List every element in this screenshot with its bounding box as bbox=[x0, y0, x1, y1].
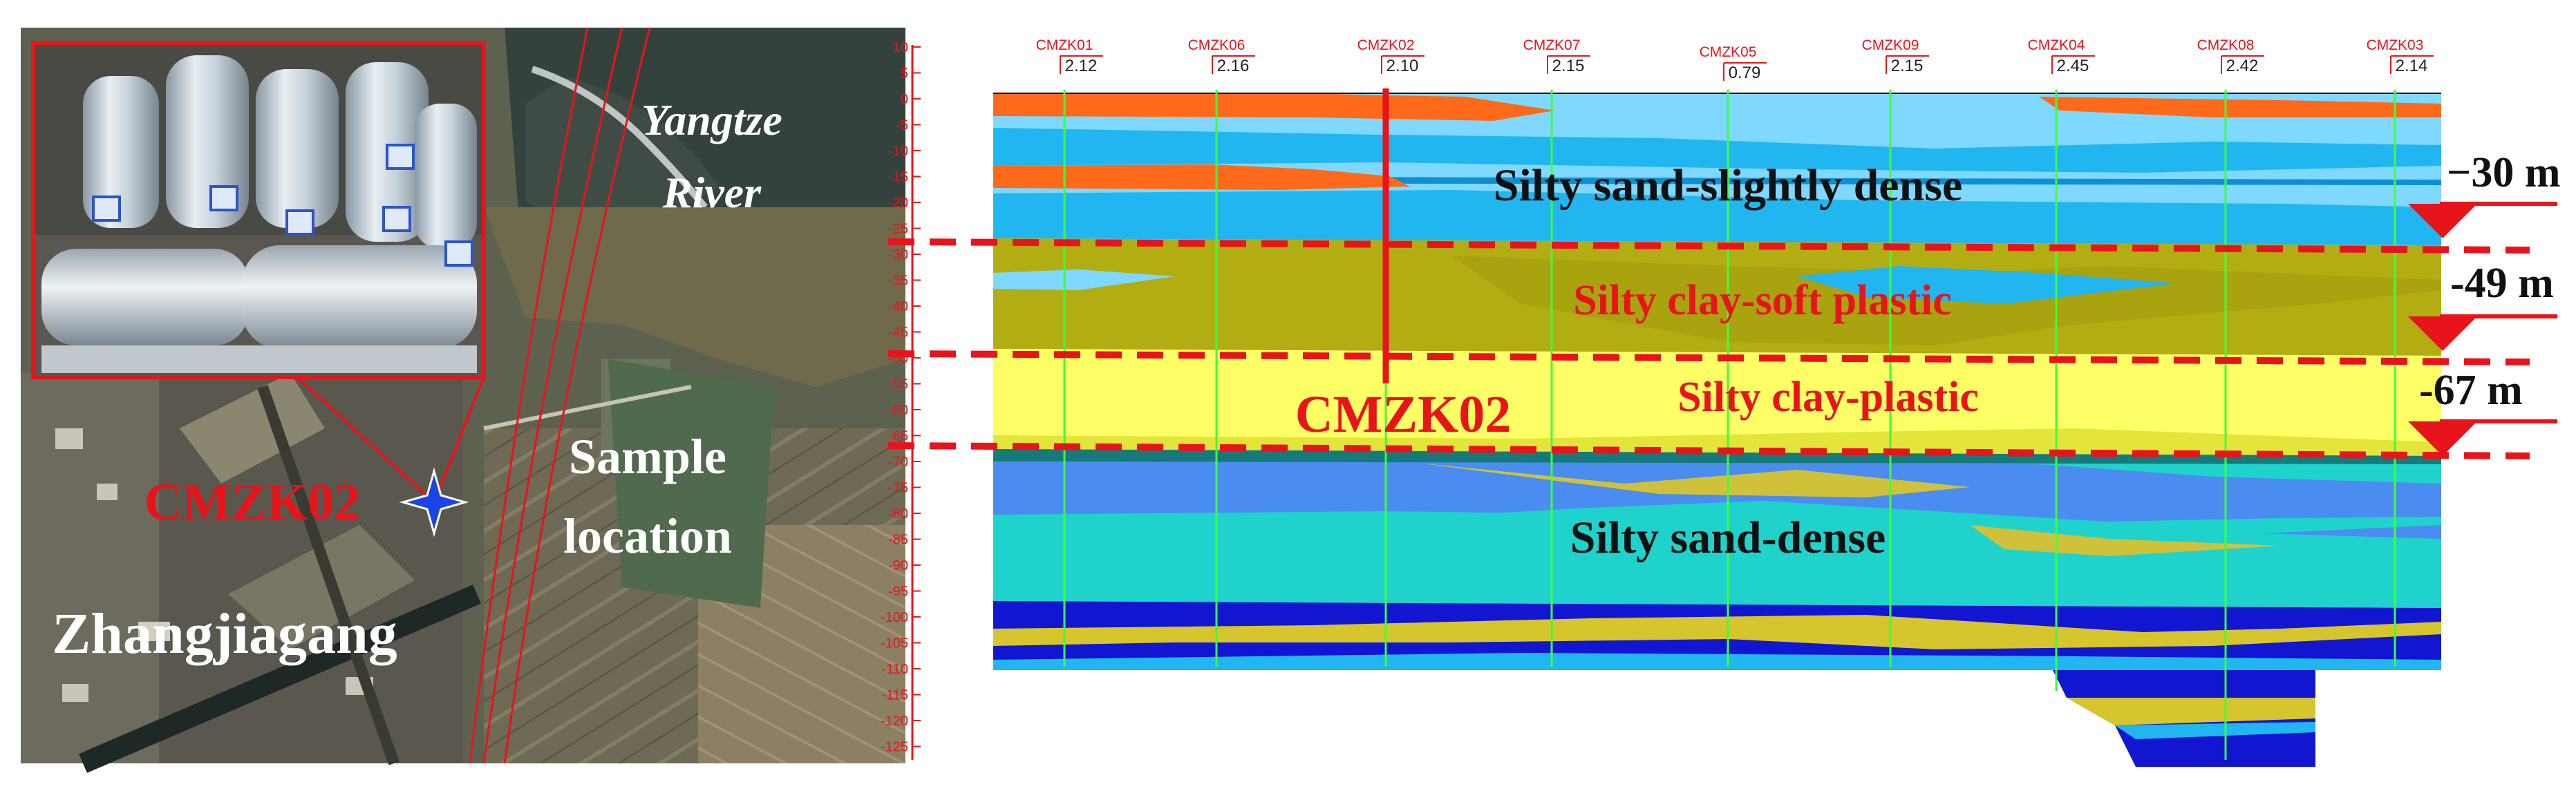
borehole-name-cmzk06: CMZK06 bbox=[1188, 37, 1245, 53]
borehole-elevation-cmzk09: 2.15 bbox=[1891, 57, 1924, 75]
borehole-elevation-cmzk02: 2.10 bbox=[1386, 57, 1419, 75]
inset-callout-lines bbox=[296, 376, 485, 504]
axis-tick-label: 10 bbox=[893, 40, 908, 55]
borehole-header-bracket bbox=[1060, 55, 1103, 74]
borehole-name-cmzk04: CMZK04 bbox=[2028, 37, 2085, 53]
axis-tick-label: -125 bbox=[881, 740, 908, 755]
axis-tick-label: -65 bbox=[888, 429, 908, 444]
axis-tick-label: -40 bbox=[888, 299, 908, 314]
borehole-name-cmzk08: CMZK08 bbox=[2197, 37, 2255, 53]
axis-tick-label: -110 bbox=[881, 662, 908, 677]
river-label-line2: River bbox=[662, 168, 762, 217]
borehole-name-cmzk05: CMZK05 bbox=[1700, 44, 1757, 60]
axis-tick-label: -70 bbox=[888, 455, 908, 470]
river-label-line1: Yangtze bbox=[641, 95, 782, 144]
borehole-header-bracket bbox=[2221, 55, 2264, 74]
axis-tick-label: -85 bbox=[888, 533, 908, 548]
axis-tick-label: -5 bbox=[896, 118, 908, 133]
borehole-elevation-cmzk03: 2.14 bbox=[2396, 57, 2428, 75]
axis-tick-label: -35 bbox=[888, 274, 908, 289]
borehole-headers: CMZK01 2.12 CMZK06 2.16 CMZK02 2.10 CMZK07 2.15… bbox=[1036, 37, 2434, 82]
axis-tick-label: -20 bbox=[888, 196, 908, 211]
axis-tick-label: -25 bbox=[888, 222, 908, 237]
borehole-header-bracket bbox=[2051, 55, 2095, 74]
elevation-axis: 1050-5-10-15-20-25-30-35-40-45-50-55-60-… bbox=[881, 40, 921, 760]
layer-label-silty-sand-slightly-dense: Silty sand-slightly dense bbox=[1494, 160, 1963, 211]
borehole-header-bracket bbox=[1547, 55, 1590, 74]
borehole-elevation-cmzk08: 2.42 bbox=[2226, 57, 2259, 75]
borehole-header-bracket bbox=[1886, 55, 1929, 74]
layer-boundaries bbox=[887, 238, 2530, 459]
axis-tick-label: -100 bbox=[881, 610, 908, 625]
borehole-elevation-cmzk01: 2.12 bbox=[1065, 57, 1098, 75]
sample-location-label-line2: location bbox=[563, 508, 732, 564]
borehole-name-cmzk09: CMZK09 bbox=[1862, 37, 1919, 53]
axis-tick-label: -15 bbox=[888, 170, 908, 185]
axis-tick-label: -30 bbox=[888, 247, 908, 263]
town-label: Zhangjiagang bbox=[52, 602, 397, 666]
axis-tick-label: 5 bbox=[901, 66, 908, 82]
depth-label-30: −30 m bbox=[2447, 149, 2560, 196]
layer-label-silty-clay-soft-plastic: Silty clay-soft plastic bbox=[1573, 277, 1952, 324]
layer-label-silty-clay-plastic: Silty clay-plastic bbox=[1677, 374, 1979, 421]
borehole-elevation-cmzk06: 2.16 bbox=[1217, 57, 1250, 75]
axis-tick-label: -75 bbox=[888, 481, 908, 496]
axis-tick-label: -120 bbox=[881, 714, 908, 729]
axis-tick-label: -80 bbox=[888, 506, 908, 522]
axis-tick-label: -105 bbox=[881, 636, 908, 651]
sample-location-label-line1: Sample bbox=[569, 429, 726, 484]
borehole-marker-label: CMZK02 bbox=[144, 473, 360, 531]
borehole-header-bracket bbox=[1723, 62, 1767, 81]
borehole-star-marker bbox=[399, 467, 469, 537]
borehole-header-bracket bbox=[1381, 55, 1425, 74]
axis-tick-label: 0 bbox=[901, 92, 908, 107]
depth-marker-30 bbox=[2408, 202, 2557, 238]
selected-borehole-label: CMZK02 bbox=[1295, 385, 1511, 444]
borehole-name-cmzk03: CMZK03 bbox=[2367, 37, 2424, 53]
axis-tick-label: -45 bbox=[888, 325, 908, 341]
axis-tick-label: -115 bbox=[881, 688, 908, 703]
axis-tick-label: -55 bbox=[888, 377, 908, 392]
axis-tick-label: -95 bbox=[888, 584, 908, 600]
depth-label-67: -67 m bbox=[2419, 367, 2523, 414]
axis-tick-label: -60 bbox=[888, 403, 908, 418]
depth-marker-67 bbox=[2408, 419, 2557, 456]
borehole-name-cmzk01: CMZK01 bbox=[1036, 37, 1093, 53]
axis-tick-label: -90 bbox=[888, 558, 908, 573]
depth-label-49: -49 m bbox=[2450, 260, 2554, 307]
borehole-elevation-cmzk05: 0.79 bbox=[1729, 64, 1761, 82]
borehole-elevation-cmzk04: 2.45 bbox=[2057, 57, 2089, 75]
axis-tick-label: -10 bbox=[888, 144, 908, 159]
stratigraphic-profile bbox=[993, 93, 2441, 767]
depth-marker-49 bbox=[2408, 314, 2557, 351]
borehole-name-cmzk02: CMZK02 bbox=[1357, 37, 1415, 53]
borehole-lines bbox=[1063, 90, 2396, 760]
borehole-header-bracket bbox=[2390, 55, 2434, 74]
borehole-elevation-cmzk07: 2.15 bbox=[1552, 57, 1585, 75]
borehole-name-cmzk07: CMZK07 bbox=[1523, 37, 1581, 53]
sample-photo-inset bbox=[31, 41, 486, 379]
borehole-header-bracket bbox=[1212, 55, 1255, 74]
layer-label-silty-sand-dense: Silty sand-dense bbox=[1570, 513, 1886, 563]
